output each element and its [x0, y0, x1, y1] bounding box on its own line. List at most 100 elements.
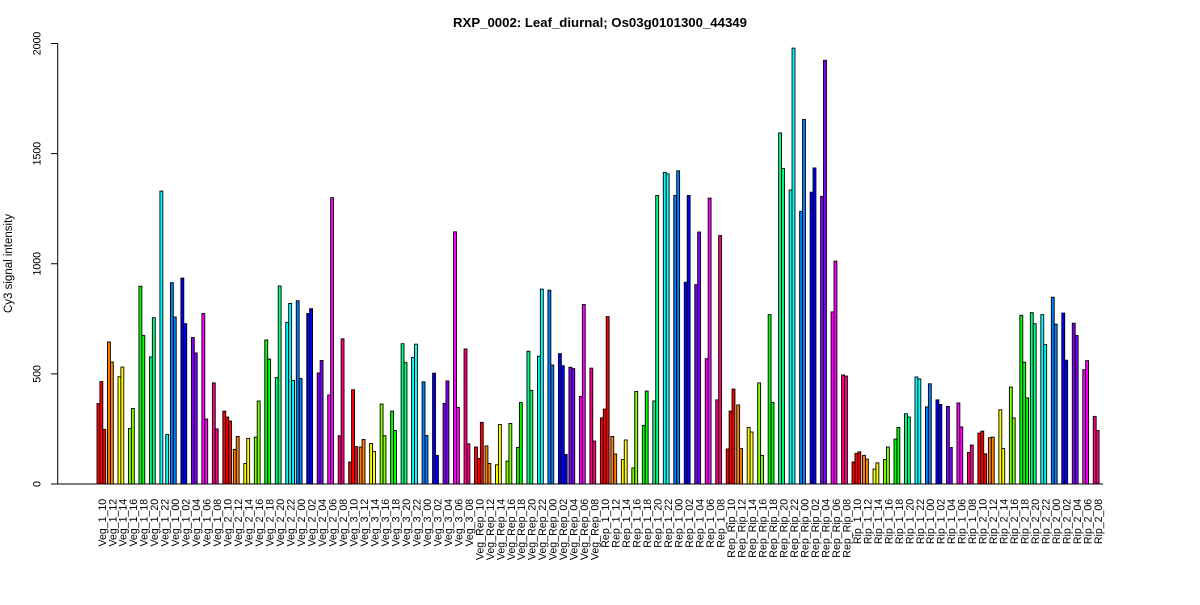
- svg-text:Veg_1_00: Veg_1_00: [170, 499, 182, 547]
- svg-text:2000: 2000: [32, 32, 44, 56]
- svg-text:Veg_3_04: Veg_3_04: [443, 499, 455, 547]
- svg-text:Veg_1_16: Veg_1_16: [128, 499, 140, 547]
- svg-text:Veg_2_22: Veg_2_22: [286, 499, 298, 547]
- svg-text:1500: 1500: [32, 142, 44, 166]
- svg-text:Rip_1_12: Rip_1_12: [862, 499, 874, 544]
- svg-text:Veg_3_14: Veg_3_14: [369, 499, 381, 547]
- svg-text:Veg_Rep_14: Veg_Rep_14: [495, 499, 507, 560]
- svg-text:Veg_1_02: Veg_1_02: [181, 499, 193, 547]
- svg-text:Rip_1_18: Rip_1_18: [894, 499, 906, 544]
- svg-text:Rep_Rip_22: Rep_Rip_22: [789, 499, 801, 558]
- svg-text:Rep_Rip_18: Rep_Rip_18: [768, 499, 780, 558]
- svg-text:Veg_Rep_04: Veg_Rep_04: [569, 499, 581, 560]
- svg-text:Veg_Rep_00: Veg_Rep_00: [548, 499, 560, 560]
- svg-text:Veg_2_18: Veg_2_18: [265, 499, 277, 547]
- svg-text:Veg_Rep_16: Veg_Rep_16: [506, 499, 518, 560]
- svg-text:Veg_1_14: Veg_1_14: [118, 499, 130, 547]
- svg-text:Rep_Rip_16: Rep_Rip_16: [757, 499, 769, 558]
- svg-text:Rip_1_04: Rip_1_04: [946, 499, 958, 544]
- svg-text:Rip_2_08: Rip_2_08: [1093, 499, 1105, 544]
- svg-text:Rip_1_16: Rip_1_16: [883, 499, 895, 544]
- svg-text:Rip_2_04: Rip_2_04: [1072, 499, 1084, 544]
- svg-text:Rip_2_06: Rip_2_06: [1083, 499, 1095, 544]
- svg-text:Veg_3_10: Veg_3_10: [348, 499, 360, 547]
- svg-text:RXP_0002: Leaf_diurnal; Os03g0: RXP_0002: Leaf_diurnal; Os03g0101300_443…: [453, 15, 747, 30]
- svg-text:Rip_2_20: Rip_2_20: [1030, 499, 1042, 544]
- svg-text:Rip_1_20: Rip_1_20: [904, 499, 916, 544]
- svg-text:Rep_Rip_12: Rep_Rip_12: [736, 499, 748, 558]
- svg-text:Veg_1_04: Veg_1_04: [191, 499, 203, 547]
- svg-text:Veg_3_06: Veg_3_06: [453, 499, 465, 547]
- svg-text:Rep_1_04: Rep_1_04: [695, 499, 707, 548]
- svg-text:1000: 1000: [32, 252, 44, 276]
- svg-text:Veg_Rep_22: Veg_Rep_22: [537, 499, 549, 560]
- svg-text:Rip_1_14: Rip_1_14: [873, 499, 885, 544]
- svg-text:Rep_Rip_14: Rep_Rip_14: [747, 499, 759, 558]
- svg-text:Rip_1_00: Rip_1_00: [925, 499, 937, 544]
- svg-text:Veg_3_08: Veg_3_08: [464, 499, 476, 547]
- svg-text:Rip_1_06: Rip_1_06: [957, 499, 969, 544]
- svg-text:Veg_3_22: Veg_3_22: [411, 499, 423, 547]
- svg-text:Rep_Rip_02: Rep_Rip_02: [810, 499, 822, 558]
- svg-text:Rep_1_22: Rep_1_22: [663, 499, 675, 548]
- svg-text:Rip_2_12: Rip_2_12: [988, 499, 1000, 544]
- svg-text:Veg_2_20: Veg_2_20: [275, 499, 287, 547]
- svg-text:Veg_3_20: Veg_3_20: [401, 499, 413, 547]
- svg-text:Veg_2_02: Veg_2_02: [307, 499, 319, 547]
- svg-text:Rep_1_08: Rep_1_08: [716, 499, 728, 548]
- svg-text:Rep_Rip_00: Rep_Rip_00: [799, 499, 811, 558]
- svg-text:Veg_2_00: Veg_2_00: [296, 499, 308, 547]
- svg-text:Veg_1_20: Veg_1_20: [149, 499, 161, 547]
- svg-text:Veg_3_18: Veg_3_18: [390, 499, 402, 547]
- svg-text:Rep_Rip_20: Rep_Rip_20: [778, 499, 790, 558]
- svg-text:Veg_1_12: Veg_1_12: [107, 499, 119, 547]
- svg-text:Rip_1_08: Rip_1_08: [967, 499, 979, 544]
- svg-text:Rip_2_02: Rip_2_02: [1062, 499, 1074, 544]
- svg-text:Rep_1_16: Rep_1_16: [632, 499, 644, 548]
- svg-text:Veg_3_16: Veg_3_16: [380, 499, 392, 547]
- svg-text:Veg_3_02: Veg_3_02: [432, 499, 444, 547]
- svg-text:Veg_1_22: Veg_1_22: [160, 499, 172, 547]
- svg-text:Rep_1_18: Rep_1_18: [642, 499, 654, 548]
- svg-text:Veg_2_08: Veg_2_08: [338, 499, 350, 547]
- svg-text:Rep_1_10: Rep_1_10: [600, 499, 612, 548]
- svg-text:Rep_1_12: Rep_1_12: [611, 499, 623, 548]
- svg-text:Veg_Rep_12: Veg_Rep_12: [485, 499, 497, 560]
- svg-text:Veg_Rep_20: Veg_Rep_20: [527, 499, 539, 560]
- svg-text:Veg_3_12: Veg_3_12: [359, 499, 371, 547]
- svg-text:Cy3 signal intensity: Cy3 signal intensity: [3, 214, 15, 313]
- svg-text:Rep_Rip_08: Rep_Rip_08: [841, 499, 853, 558]
- svg-text:Veg_1_08: Veg_1_08: [212, 499, 224, 547]
- svg-text:Rip_2_14: Rip_2_14: [999, 499, 1011, 544]
- svg-text:Veg_Rep_10: Veg_Rep_10: [474, 499, 486, 560]
- svg-text:Rep_1_20: Rep_1_20: [653, 499, 665, 548]
- svg-text:Rip_2_22: Rip_2_22: [1041, 499, 1053, 544]
- svg-text:Veg_3_00: Veg_3_00: [422, 499, 434, 547]
- svg-text:Veg_2_06: Veg_2_06: [327, 499, 339, 547]
- svg-text:500: 500: [32, 365, 44, 383]
- svg-text:Rep_Rip_10: Rep_Rip_10: [726, 499, 738, 558]
- svg-text:Rep_Rip_06: Rep_Rip_06: [831, 499, 843, 558]
- svg-text:Veg_2_04: Veg_2_04: [317, 499, 329, 547]
- svg-text:Veg_2_12: Veg_2_12: [233, 499, 245, 547]
- svg-text:Veg_Rep_18: Veg_Rep_18: [516, 499, 528, 560]
- svg-text:Rip_1_02: Rip_1_02: [936, 499, 948, 544]
- svg-text:Veg_1_06: Veg_1_06: [202, 499, 214, 547]
- svg-text:Veg_1_18: Veg_1_18: [139, 499, 151, 547]
- svg-text:Rip_2_00: Rip_2_00: [1051, 499, 1063, 544]
- svg-text:Veg_2_14: Veg_2_14: [244, 499, 256, 547]
- svg-text:Rip_2_16: Rip_2_16: [1009, 499, 1021, 544]
- svg-text:Rip_2_10: Rip_2_10: [978, 499, 990, 544]
- svg-text:Rip_1_22: Rip_1_22: [915, 499, 927, 544]
- svg-text:Veg_1_10: Veg_1_10: [97, 499, 109, 547]
- svg-text:Veg_2_16: Veg_2_16: [254, 499, 266, 547]
- svg-text:Veg_Rep_06: Veg_Rep_06: [579, 499, 591, 560]
- svg-text:Rep_1_06: Rep_1_06: [705, 499, 717, 548]
- svg-text:Veg_Rep_08: Veg_Rep_08: [590, 499, 602, 560]
- svg-text:0: 0: [32, 481, 44, 487]
- svg-text:Veg_Rep_02: Veg_Rep_02: [558, 499, 570, 560]
- svg-text:Rip_2_18: Rip_2_18: [1020, 499, 1032, 544]
- svg-text:Rep_Rip_04: Rep_Rip_04: [820, 499, 832, 558]
- svg-text:Veg_2_10: Veg_2_10: [223, 499, 235, 547]
- svg-text:Rep_1_00: Rep_1_00: [674, 499, 686, 548]
